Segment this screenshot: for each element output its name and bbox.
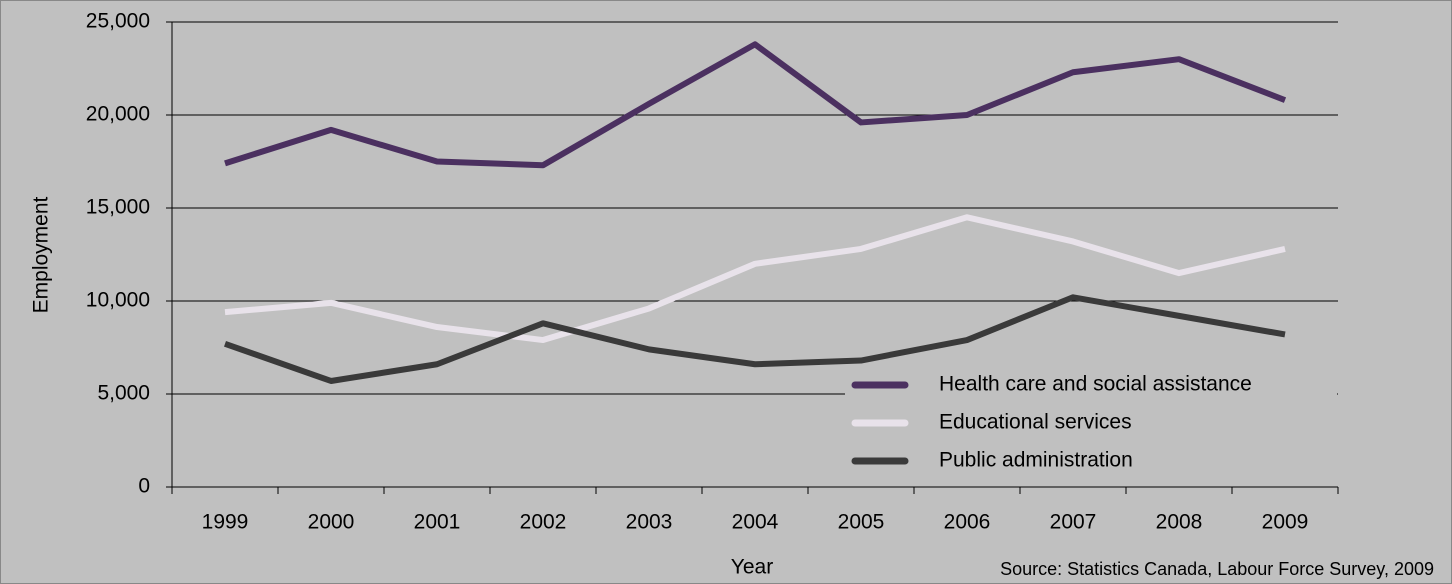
series-line — [224, 294, 1286, 384]
x-tick-label: 2006 — [944, 511, 991, 534]
source-note: Source: Statistics Canada, Labour Force … — [1000, 559, 1434, 579]
x-tick-label: 2002 — [520, 511, 567, 534]
legend-box — [845, 367, 1337, 479]
x-tick-label: 2009 — [1262, 511, 1309, 534]
series-line — [224, 214, 1286, 344]
x-tick-label: 2003 — [626, 511, 673, 534]
y-tick-label: 10,000 — [86, 289, 150, 312]
x-axis-label: Year — [731, 556, 773, 579]
x-tick-label: 2004 — [732, 511, 779, 534]
x-tick-label: 2000 — [308, 511, 355, 534]
y-axis-label: Employment — [30, 196, 53, 313]
y-tick-label: 0 — [138, 475, 150, 498]
x-tick-label: 2007 — [1050, 511, 1097, 534]
legend-label: Educational services — [939, 411, 1132, 434]
x-tick-label: 2005 — [838, 511, 885, 534]
x-tick-label: 1999 — [202, 511, 249, 534]
series-line — [224, 41, 1287, 169]
y-tick-label: 25,000 — [86, 10, 150, 33]
x-tick-label: 2001 — [414, 511, 461, 534]
y-tick-label: 5,000 — [97, 382, 150, 405]
y-tick-label: 20,000 — [86, 103, 150, 126]
x-tick-label: 2008 — [1156, 511, 1203, 534]
y-tick-label: 15,000 — [86, 196, 150, 219]
legend-label: Health care and social assistance — [939, 373, 1252, 396]
legend-label: Public administration — [939, 449, 1133, 472]
